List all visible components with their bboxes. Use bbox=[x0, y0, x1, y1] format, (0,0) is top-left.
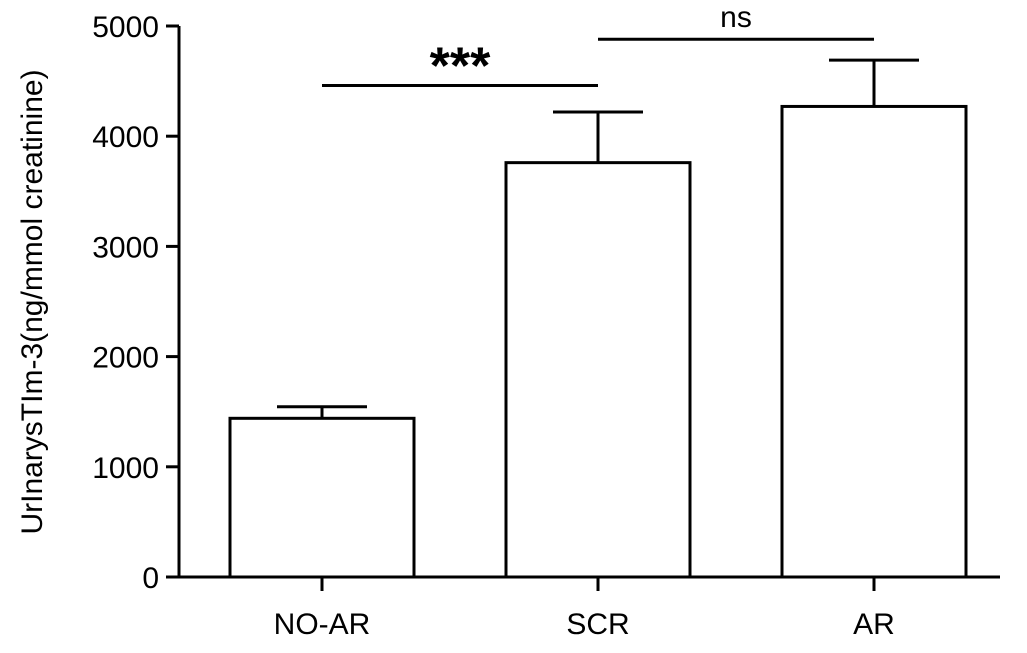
significance-label: ns bbox=[720, 1, 752, 34]
bar bbox=[780, 104, 968, 579]
axes-layer: 0 1000 2000 3000 4000 5000 NO-AR SCR AR bbox=[92, 11, 1000, 641]
bar bbox=[228, 416, 416, 579]
y-axis-title: UrInarysTIm-3(ng/mmol creatinine) bbox=[16, 69, 49, 534]
significance-label: *** bbox=[430, 38, 491, 96]
y-tick-label: 2000 bbox=[92, 342, 159, 375]
x-tick-label: NO-AR bbox=[274, 608, 371, 641]
significance-layer: *** ns bbox=[322, 1, 874, 96]
bar bbox=[504, 161, 692, 579]
x-tick-label: SCR bbox=[566, 608, 629, 641]
y-tick-label: 1000 bbox=[92, 452, 159, 485]
y-tick-label: 5000 bbox=[92, 11, 159, 44]
y-tick-label: 4000 bbox=[92, 121, 159, 154]
bars-layer bbox=[228, 104, 968, 579]
y-tick-label: 0 bbox=[142, 562, 159, 595]
error-bars-layer bbox=[277, 58, 919, 419]
y-tick-label: 3000 bbox=[92, 231, 159, 264]
x-tick-label: AR bbox=[853, 608, 895, 641]
